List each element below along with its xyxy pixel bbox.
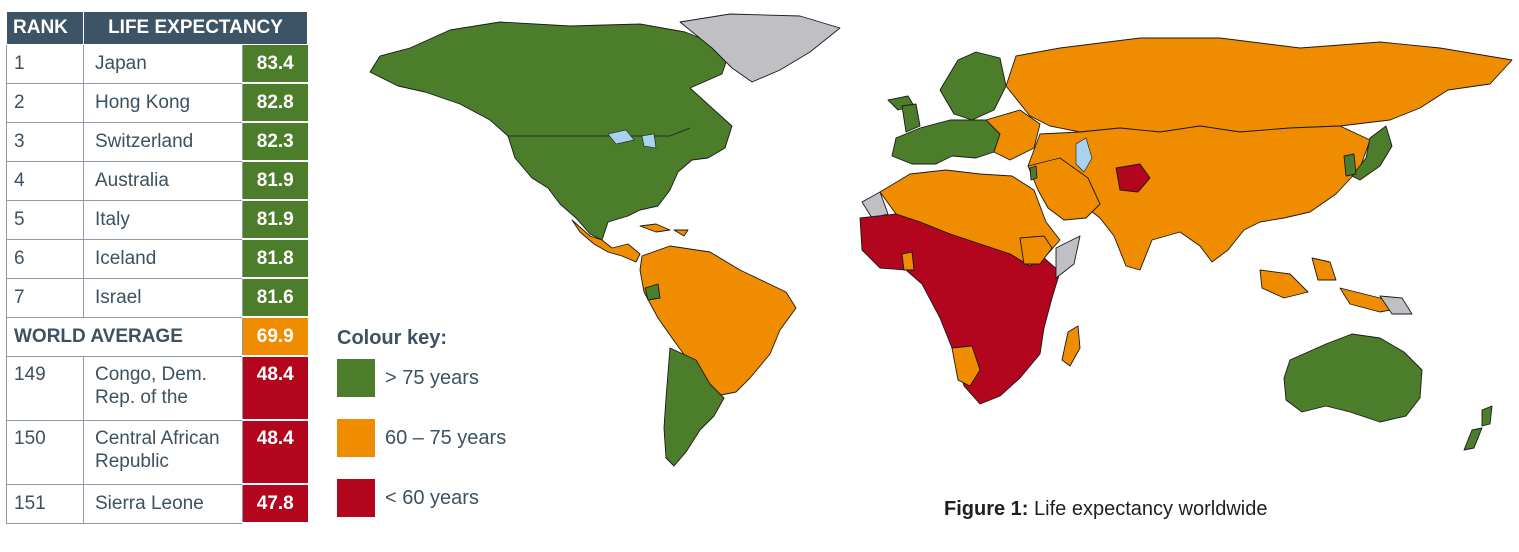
australia-region <box>1283 333 1423 423</box>
ecuador-region <box>644 283 661 301</box>
table-row: 151 Sierra Leone 47.8 <box>6 484 308 524</box>
life-expectancy-value: 81.8 <box>242 239 308 279</box>
greenland-region <box>679 13 841 83</box>
papua-region <box>1379 295 1413 315</box>
russia-region <box>1005 37 1513 133</box>
legend-swatch <box>337 479 375 517</box>
table-header-row: RANK LIFE EXPECTANCY <box>6 11 309 45</box>
country-cell: Sierra Leone <box>83 484 243 524</box>
life-expectancy-value: 82.8 <box>242 83 308 123</box>
figure-caption: Figure 1: Life expectancy worldwide <box>944 498 1267 521</box>
rank-cell: 3 <box>6 122 84 162</box>
madagascar-region <box>1061 325 1081 367</box>
country-cell: Israel <box>83 278 243 318</box>
figure-caption-text: Life expectancy worldwide <box>1034 498 1268 520</box>
life-expectancy-value: 48.4 <box>242 356 308 421</box>
legend-swatch <box>337 359 375 397</box>
great-lakes <box>607 129 657 149</box>
rank-cell: 6 <box>6 239 84 279</box>
afghanistan-region <box>1115 163 1151 193</box>
uk-region <box>901 103 921 133</box>
life-expectancy-value: 81.9 <box>242 161 308 201</box>
central-america-region <box>571 219 641 263</box>
rank-cell: 1 <box>6 44 84 84</box>
rank-cell: 7 <box>6 278 84 318</box>
figure-caption-label: Figure 1: <box>944 498 1029 520</box>
country-cell: Australia <box>83 161 243 201</box>
legend-label: < 60 years <box>385 487 479 509</box>
country-cell: Japan <box>83 44 243 84</box>
life-expectancy-value: 81.6 <box>242 278 308 318</box>
israel-region <box>1029 165 1038 181</box>
rank-cell: 4 <box>6 161 84 201</box>
new-zealand-region <box>1463 405 1493 451</box>
rank-cell: 150 <box>6 420 84 485</box>
table-row: 5 Italy 81.9 <box>6 200 308 240</box>
country-cell: Iceland <box>83 239 243 279</box>
country-cell: Hong Kong <box>83 83 243 123</box>
country-name-line: Congo, Dem. <box>95 363 207 385</box>
world-map <box>369 13 1513 467</box>
table-row: 1 Japan 83.4 <box>6 44 308 84</box>
colour-key-title: Colour key: <box>337 327 448 349</box>
country-name-line: Rep. of the <box>95 386 188 408</box>
table-row: 149 Congo, Dem. Rep. of the 48.4 <box>6 356 308 421</box>
eastern-europe-region <box>985 109 1041 161</box>
life-expectancy-value: 48.4 <box>242 420 308 485</box>
legend-swatch <box>337 419 375 457</box>
life-expectancy-column-header: LIFE EXPECTANCY <box>82 11 309 45</box>
asia-region <box>1027 125 1371 271</box>
table-row: 7 Israel 81.6 <box>6 278 308 318</box>
south-america-region <box>639 245 797 397</box>
middle-east-region <box>1027 157 1101 221</box>
table-row: 150 Central African Republic 48.4 <box>6 420 308 485</box>
rank-cell: 5 <box>6 200 84 240</box>
country-cell: Congo, Dem. Rep. of the <box>83 356 243 421</box>
north-america-region <box>369 21 733 241</box>
table-row: 3 Switzerland 82.3 <box>6 122 308 162</box>
rank-cell: 2 <box>6 83 84 123</box>
table-row: 4 Australia 81.9 <box>6 161 308 201</box>
rank-cell: 149 <box>6 356 84 421</box>
legend-label: 60 – 75 years <box>385 427 507 449</box>
table-row: 2 Hong Kong 82.8 <box>6 83 308 123</box>
southern-cone-region <box>663 347 725 467</box>
table-row: 6 Iceland 81.8 <box>6 239 308 279</box>
western-sahara-region <box>861 191 889 219</box>
caspian-sea <box>1075 137 1093 173</box>
west-africa-orange-patch <box>901 251 915 271</box>
world-average-label: WORLD AVERAGE <box>6 317 243 357</box>
southeast-asia-islands <box>1259 257 1401 313</box>
life-expectancy-value: 83.4 <box>242 44 308 84</box>
life-expectancy-table: RANK LIFE EXPECTANCY 1 Japan 83.4 2 Hong… <box>6 11 309 524</box>
country-name-line: Central African <box>95 427 220 449</box>
life-expectancy-value: 82.3 <box>242 122 308 162</box>
country-cell: Italy <box>83 200 243 240</box>
world-average-row: WORLD AVERAGE 69.9 <box>6 317 308 357</box>
country-cell: Central African Republic <box>83 420 243 485</box>
world-average-value: 69.9 <box>242 317 308 357</box>
country-name-line: Republic <box>95 450 169 472</box>
rank-cell: 151 <box>6 484 84 524</box>
scandinavia-region <box>939 51 1007 121</box>
southwest-africa-region <box>951 345 981 387</box>
japan-region <box>1351 125 1393 181</box>
caribbean-islands <box>639 223 689 237</box>
western-europe-region <box>891 119 1001 165</box>
life-expectancy-value: 81.9 <box>242 200 308 240</box>
korea-region <box>1343 153 1357 177</box>
country-cell: Switzerland <box>83 122 243 162</box>
somalia-region <box>1055 235 1081 279</box>
east-africa-region <box>1019 235 1053 265</box>
life-expectancy-value: 47.8 <box>242 484 308 524</box>
rank-column-header: RANK <box>6 11 84 45</box>
legend-label: > 75 years <box>385 367 479 389</box>
